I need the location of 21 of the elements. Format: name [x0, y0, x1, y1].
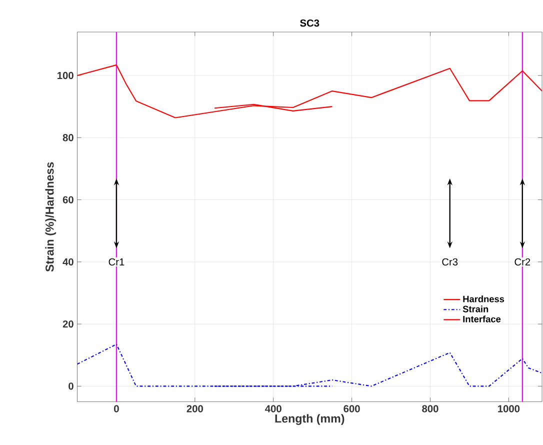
annotation: Cr2 [514, 258, 530, 266]
y-tick-label: 40 [62, 258, 74, 266]
y-tick-label: 60 [62, 196, 74, 204]
legend-label: Interface [463, 315, 501, 322]
legend-label: Hardness [463, 295, 504, 302]
x-tick-label: 600 [344, 404, 360, 412]
y-axis-title: Strain (%)/Hardness [45, 162, 56, 272]
legend-label: Strain [462, 305, 488, 312]
x-tick-label: 1000 [498, 404, 520, 412]
x-tick-label: 400 [265, 404, 282, 412]
y-tick-label: 0 [68, 382, 74, 390]
y-tick-label: 80 [62, 134, 74, 142]
y-tick-label: 100 [58, 72, 74, 79]
y-tick-label: 20 [62, 320, 74, 328]
annotation: Cr1 [108, 258, 124, 266]
chart-title: SC3 [300, 19, 320, 26]
x-tick-label: 800 [422, 404, 438, 412]
x-tick-label: 200 [186, 404, 203, 412]
annotation: Cr3 [442, 258, 458, 266]
x-tick-label: 0 [114, 404, 119, 412]
x-axis-title: Length (mm) [275, 414, 344, 425]
